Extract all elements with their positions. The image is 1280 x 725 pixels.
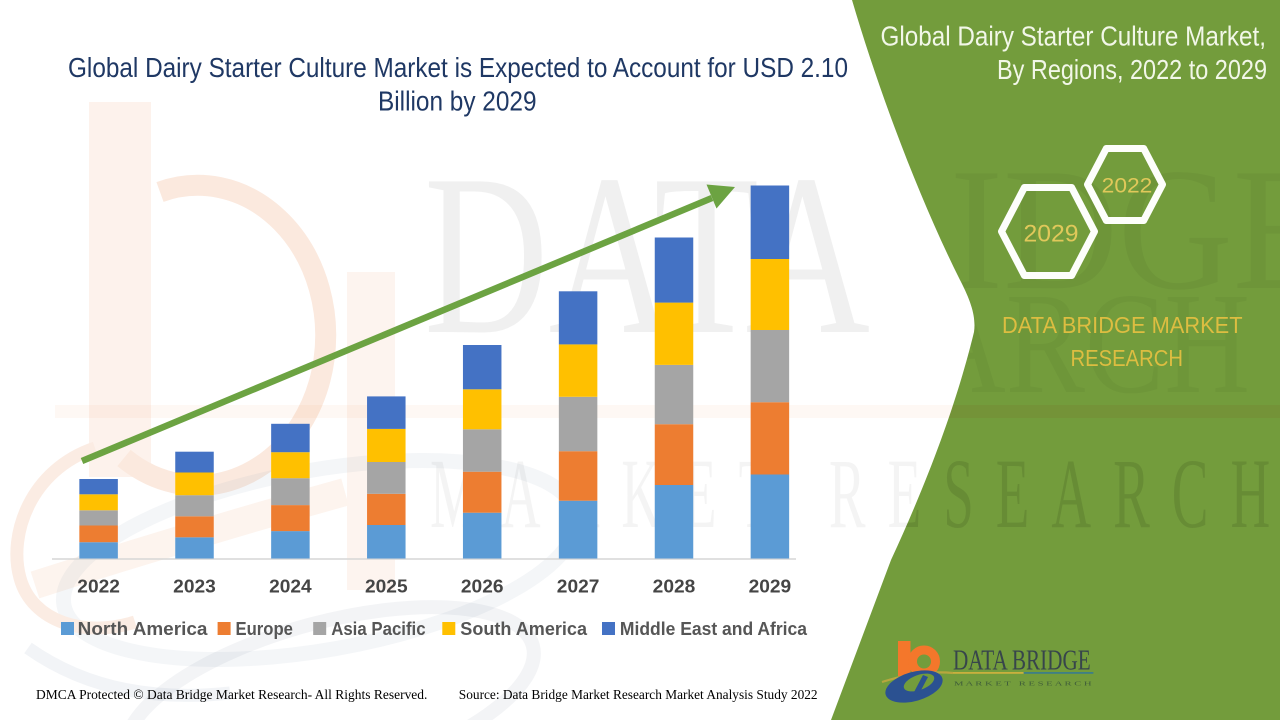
svg-text:2028: 2028 — [653, 576, 696, 596]
svg-text:Source: Data Bridge Market Res: Source: Data Bridge Market Research Mark… — [459, 688, 818, 703]
svg-text:2029: 2029 — [1024, 220, 1079, 247]
svg-text:Billion by 2029: Billion by 2029 — [378, 86, 537, 117]
svg-text:North America: North America — [78, 619, 209, 639]
svg-text:By Regions, 2022 to 2029: By Regions, 2022 to 2029 — [997, 54, 1267, 85]
svg-text:Middle East and Africa: Middle East and Africa — [620, 619, 808, 639]
svg-text:DMCA Protected © Data Bridge M: DMCA Protected © Data Bridge Market Rese… — [36, 688, 427, 703]
svg-text:DATA: DATA — [424, 127, 870, 382]
svg-text:2024: 2024 — [269, 576, 312, 596]
svg-text:South America: South America — [460, 619, 588, 639]
svg-text:DATA BRIDGE: DATA BRIDGE — [953, 645, 1091, 677]
svg-text:2025: 2025 — [365, 576, 408, 596]
svg-text:DATA BRIDGE MARKET: DATA BRIDGE MARKET — [1002, 312, 1243, 338]
svg-text:RESEARCH: RESEARCH — [1071, 345, 1184, 371]
svg-text:Asia Pacific: Asia Pacific — [331, 619, 425, 639]
svg-text:2026: 2026 — [461, 576, 504, 596]
svg-text:2022: 2022 — [1102, 175, 1153, 198]
svg-text:Global Dairy Starter Culture M: Global Dairy Starter Culture Market, — [881, 21, 1267, 52]
svg-text:2029: 2029 — [749, 576, 792, 596]
svg-text:2023: 2023 — [173, 576, 216, 596]
svg-text:Global Dairy Starter Culture M: Global Dairy Starter Culture Market is E… — [68, 52, 848, 83]
svg-text:2027: 2027 — [557, 576, 600, 596]
svg-text:Europe: Europe — [236, 619, 293, 639]
svg-text:M A R K E T R E S E A R C H: M A R K E T R E S E A R C H — [954, 681, 1092, 688]
svg-text:2022: 2022 — [77, 576, 120, 596]
